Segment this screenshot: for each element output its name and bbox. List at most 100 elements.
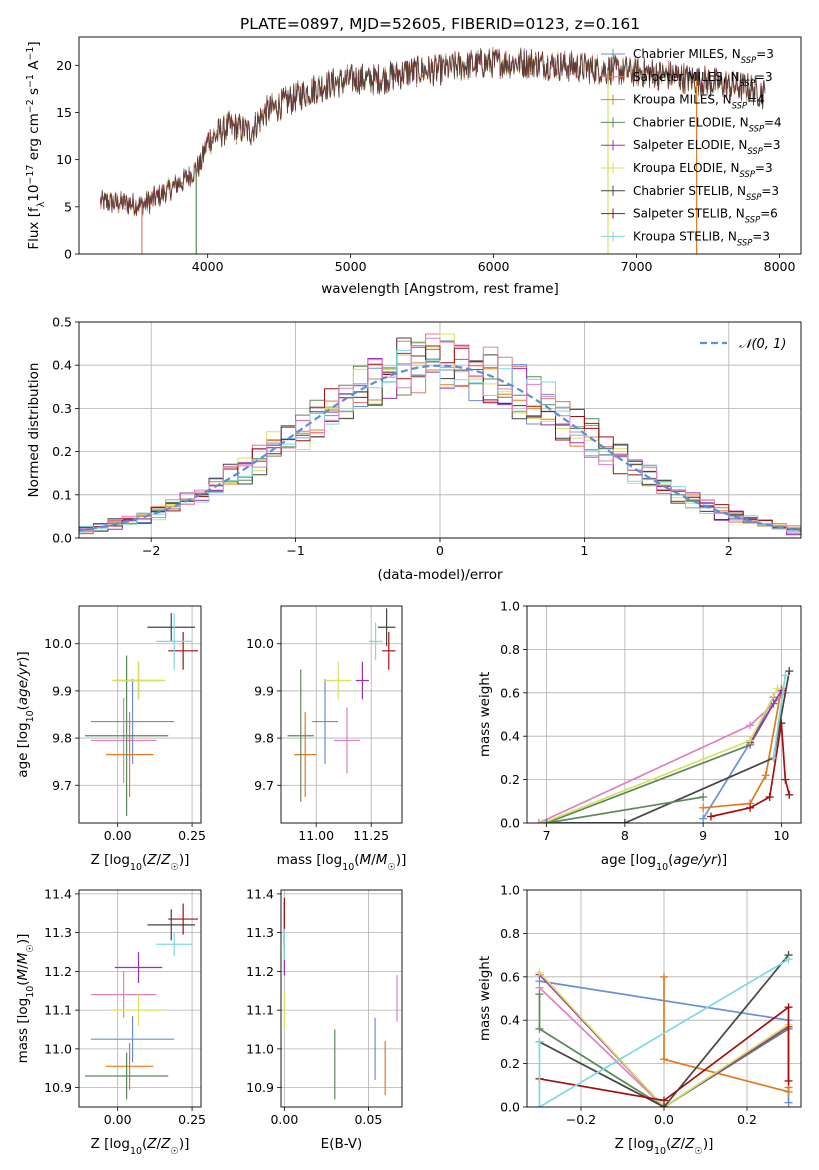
weight-series-line <box>538 971 789 1107</box>
tick-label-x: 0 <box>436 543 444 558</box>
tick-label-x: 0.05 <box>354 1112 382 1127</box>
tick-label-x: 11.00 <box>298 828 334 843</box>
data-point <box>382 631 396 670</box>
data-point <box>147 613 196 642</box>
tick-label-x: 0.00 <box>270 1112 298 1127</box>
y-axis-label: mass [log10(M/M☉)] <box>15 934 36 1064</box>
weight-marker <box>746 736 755 745</box>
legend-label: Salpeter MILES, NSSP=3 <box>633 70 773 88</box>
legend-label: Kroupa STELIB, NSSP=3 <box>633 229 770 247</box>
data-point <box>369 622 383 661</box>
weight-marker <box>699 814 708 823</box>
weight-series-line <box>538 958 789 1107</box>
tick-label-x: 11.25 <box>353 828 389 843</box>
data-point <box>90 697 157 783</box>
data-point <box>294 712 317 798</box>
data-point <box>90 971 157 1018</box>
legend-label: Kroupa MILES, NSSP=4 <box>633 93 765 111</box>
weight-marker <box>781 671 790 680</box>
tick-label-y: 15 <box>56 105 72 120</box>
axes-frame <box>78 605 202 824</box>
weight-marker <box>761 771 770 780</box>
axes-frame <box>526 605 802 824</box>
tick-label-x: 5000 <box>335 259 367 274</box>
mass-vs-Z-chart: 0.00 0.25 10.9 11.0 11.1 11.2 11.3 11.4 Z [log10… <box>15 886 206 1156</box>
figure-title: PLATE=0897, MJD=52605, FIBERID=0123, z=0… <box>240 15 640 33</box>
weight-marker <box>784 1003 793 1012</box>
data-point <box>105 1043 154 1090</box>
tick-label-y: 11.1 <box>44 1003 72 1018</box>
data-point <box>377 608 396 647</box>
tick-label-y: 9.9 <box>254 683 274 698</box>
tick-label-x: 4000 <box>192 259 224 274</box>
tick-label-y: 11.2 <box>246 964 274 979</box>
gaussian-curve <box>79 364 801 532</box>
age-vs-Z-chart: 0.00 0.25 9.7 9.8 9.9 10.0 Z [log10(Z/Z☉)] age … <box>15 605 206 873</box>
legend-entry: Kroupa STELIB, NSSP=3 <box>601 229 770 247</box>
data-point <box>168 631 199 670</box>
weight-series-line <box>546 796 704 823</box>
tick-label-y: 10.0 <box>44 636 72 651</box>
x-axis-label: age [log10(age/yr)] <box>601 852 727 873</box>
spectrum-chart: 4000 5000 6000 7000 8000 0 5 10 15 20 wavelength [… <box>25 36 802 297</box>
tick-label-x: 0.00 <box>104 828 132 843</box>
data-point <box>114 952 163 983</box>
tick-label-y: 9.8 <box>52 731 72 746</box>
tick-label-y: 20 <box>56 58 72 73</box>
tick-label-x: 9 <box>699 828 707 843</box>
tick-label-x: 2 <box>725 543 733 558</box>
axes-frame <box>280 889 403 1108</box>
legend-label: 𝒩(0, 1) <box>739 337 786 352</box>
data-point <box>84 655 169 816</box>
tick-label-y: 0.2 <box>500 772 520 787</box>
tick-label-y: 0.3 <box>52 401 72 416</box>
legend-entry: Salpeter ELODIE, NSSP=3 <box>601 138 781 156</box>
tick-label-y: 0.8 <box>500 926 520 941</box>
data-point <box>90 679 175 765</box>
tick-label-y: 11.4 <box>44 886 72 901</box>
spectrum-line <box>100 47 766 214</box>
tick-label-y: 9.9 <box>52 683 72 698</box>
data-point <box>84 1052 169 1100</box>
tick-label-x: 0.00 <box>104 1112 132 1127</box>
legend-entry: Salpeter STELIB, NSSP=6 <box>601 207 778 225</box>
legend-label: Kroupa ELODIE, NSSP=3 <box>633 161 773 179</box>
histogram-step <box>79 349 801 532</box>
tick-label-y: 11.0 <box>44 1041 72 1056</box>
tick-label-y: 0.1 <box>52 487 72 502</box>
weight-series-line <box>538 994 789 1107</box>
tick-label-x: −0.2 <box>566 1112 596 1127</box>
weight-marker <box>699 792 708 801</box>
weight-series-line <box>703 688 783 809</box>
data-point <box>168 903 199 935</box>
tick-label-y: 11.1 <box>246 1003 274 1018</box>
data-point <box>311 679 339 765</box>
tick-label-y: 9.7 <box>52 778 72 793</box>
tick-label-y: 1.0 <box>500 883 520 898</box>
data-point <box>333 707 361 774</box>
axes-frame <box>78 321 802 539</box>
tick-label-y: 0.5 <box>52 315 72 330</box>
weight-marker <box>781 775 790 784</box>
tick-label-x: 7 <box>543 828 551 843</box>
legend-label: Salpeter ELODIE, NSSP=3 <box>633 138 781 156</box>
axes-frame <box>526 889 802 1108</box>
legend-label: Chabrier ELODIE, NSSP=4 <box>633 115 782 133</box>
weight-marker <box>535 990 544 999</box>
legend-entry: Kroupa ELODIE, NSSP=3 <box>601 161 773 179</box>
weight-series-line <box>539 954 790 1107</box>
data-point <box>90 1015 175 1063</box>
tick-label-y: 0.0 <box>500 816 520 831</box>
age-vs-mass-chart: 11.00 11.25 9.7 9.8 9.9 10.0 mass [log10(M/M☉)… <box>246 605 406 873</box>
tick-label-x: 10 <box>773 828 789 843</box>
weight-marker <box>785 790 794 799</box>
weight-vs-Z-chart: −0.2 0.0 0.2 0.0 0.2 0.4 0.6 0.8 1.0 Z [log10(Z/Z… <box>477 883 802 1157</box>
weight-series-line <box>663 976 790 1093</box>
weight-marker <box>699 803 708 812</box>
weight-marker <box>535 968 544 977</box>
weight-marker <box>765 792 774 801</box>
weight-marker <box>660 972 668 981</box>
tick-label-y: 0.8 <box>500 642 520 657</box>
legend-label: Salpeter STELIB, NSSP=6 <box>633 207 778 225</box>
